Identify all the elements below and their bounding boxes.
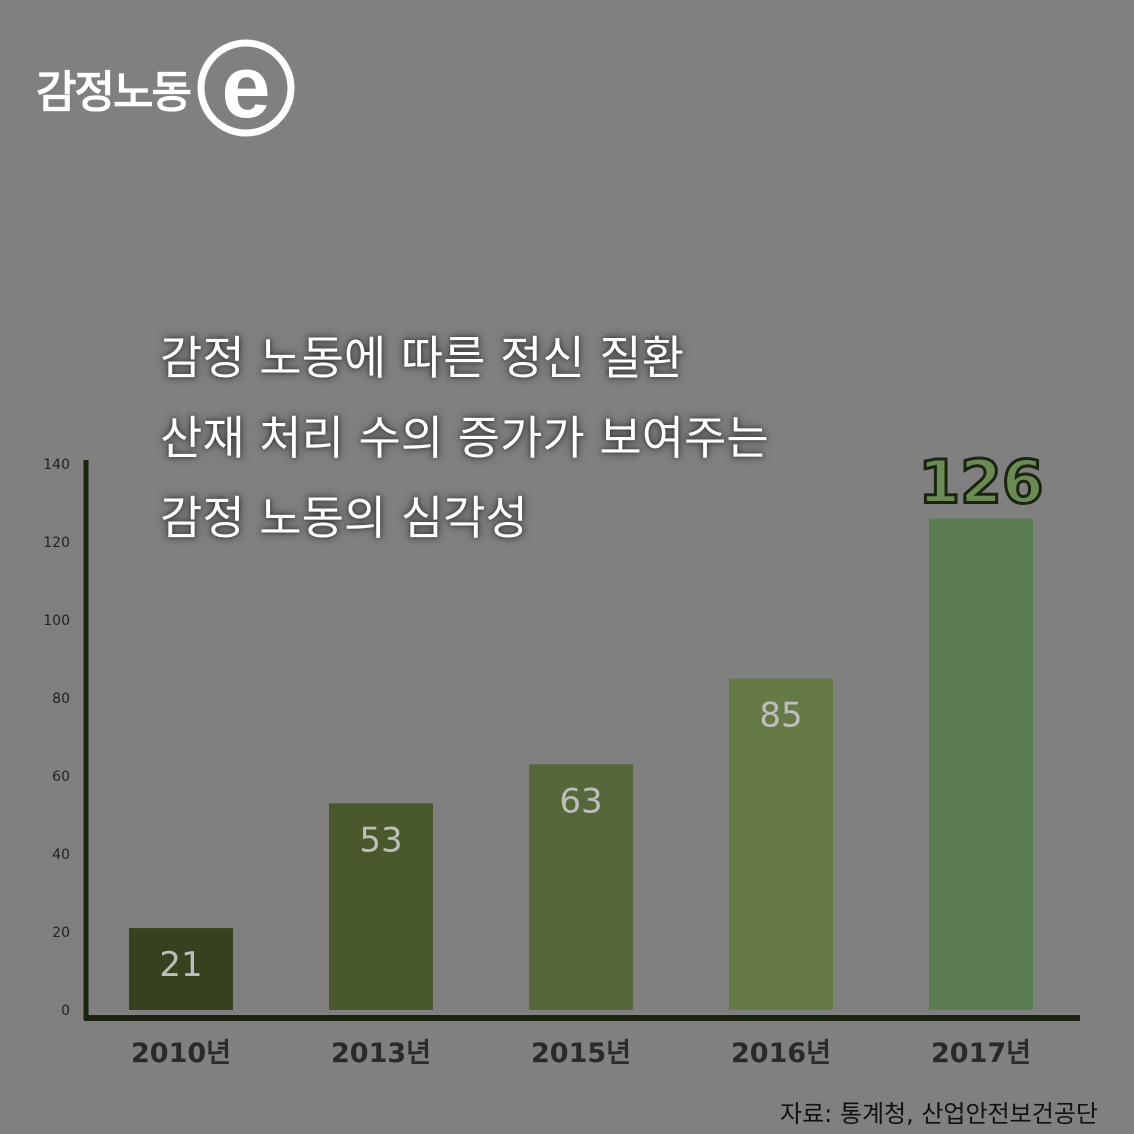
logo-e-icon: e [197, 38, 295, 137]
bar [529, 764, 633, 1010]
x-tick-label: 2016년 [731, 1038, 831, 1069]
logo-mark-letter: e [221, 38, 270, 136]
title-line-1: 감정 노동에 따른 정신 질환 [160, 331, 685, 385]
y-axis-ticks: 0 20 40 60 80 100 120 140 [43, 457, 70, 1019]
y-tick-label: 0 [61, 1003, 70, 1019]
axes [83, 460, 1080, 1021]
chart-title: 감정 노동에 따른 정신 질환 산재 처리 수의 증가가 보여주는 감정 노동의… [160, 318, 769, 558]
x-tick-label: 2013년 [331, 1038, 431, 1069]
logo-text: 감정노동 [36, 67, 192, 118]
bar [129, 928, 233, 1010]
title-line-2: 산재 처리 수의 증가가 보여주는 [160, 411, 769, 465]
value-label: 21 [159, 945, 202, 985]
x-tick-label: 2015년 [531, 1038, 631, 1069]
value-label: 53 [359, 820, 402, 860]
bars [129, 518, 1033, 1010]
y-tick-label: 140 [43, 457, 70, 473]
y-tick-label: 120 [43, 535, 70, 551]
bar [929, 518, 1033, 1010]
logo: 감정노동 e [36, 36, 296, 140]
y-tick-label: 100 [43, 613, 70, 629]
x-tick-label: 2017년 [931, 1038, 1031, 1069]
y-tick-label: 80 [52, 691, 70, 707]
y-tick-label: 20 [52, 925, 70, 941]
y-tick-label: 40 [52, 847, 70, 863]
bar [729, 678, 833, 1010]
source-note: 자료: 통계청, 산업안전보건공단 [779, 1100, 1098, 1128]
x-tick-label: 2010년 [131, 1038, 231, 1069]
x-axis-ticks: 2010년 2013년 2015년 2016년 2017년 [131, 1038, 1031, 1069]
y-tick-label: 60 [52, 769, 70, 785]
value-labels: 21 53 63 85 126 [159, 446, 1045, 985]
value-label: 63 [559, 781, 602, 821]
value-label: 85 [759, 696, 802, 736]
bar [329, 803, 433, 1010]
value-label: 126 [918, 448, 1043, 518]
title-line-3: 감정 노동의 심각성 [160, 491, 528, 545]
